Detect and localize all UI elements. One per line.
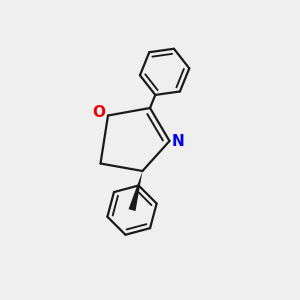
Text: O: O	[92, 105, 106, 120]
Text: N: N	[172, 134, 184, 148]
Polygon shape	[128, 171, 142, 211]
